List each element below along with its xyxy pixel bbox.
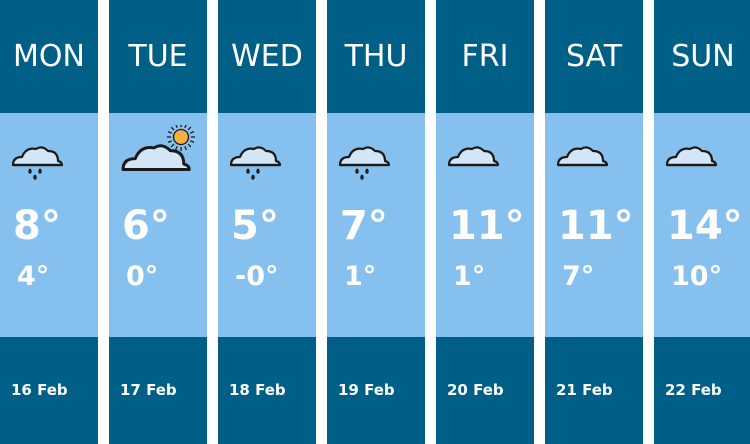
low-temp: 0° [126, 261, 159, 292]
day-column-wed: WED 5° -0° 18 Feb [218, 0, 316, 444]
cloud-rain-icon [337, 135, 392, 185]
date-band: 16 Feb [0, 337, 98, 444]
low-temp: 1° [453, 261, 486, 292]
day-column-thu: THU 7° 1° 19 Feb [327, 0, 425, 444]
date-band: 21 Feb [545, 337, 643, 444]
day-name: WED [218, 0, 316, 113]
low-temp: 10° [671, 261, 723, 292]
date-band: 17 Feb [109, 337, 207, 444]
day-column-fri: FRI 11° 1° 20 Feb [436, 0, 534, 444]
day-name: FRI [436, 0, 534, 113]
day-column-sat: SAT 11° 7° 21 Feb [545, 0, 643, 444]
day-name: SAT [545, 0, 643, 113]
date-label: 21 Feb [556, 381, 613, 399]
cloud-rain-icon [228, 135, 283, 185]
low-temp: 4° [17, 261, 50, 292]
date-label: 22 Feb [665, 381, 722, 399]
low-temp: 1° [344, 261, 377, 292]
high-temp: 11° [449, 203, 525, 249]
cloud-icon [664, 135, 719, 185]
high-temp: 14° [667, 203, 743, 249]
date-band: 20 Feb [436, 337, 534, 444]
high-temp: 6° [122, 203, 170, 249]
day-name: SUN [654, 0, 750, 113]
date-label: 20 Feb [447, 381, 504, 399]
date-band: 22 Feb [654, 337, 750, 444]
day-name: THU [327, 0, 425, 113]
forecast-panel: 8° 4° [0, 113, 98, 337]
forecast-panel: 5° -0° [218, 113, 316, 337]
high-temp: 8° [13, 203, 61, 249]
forecast-panel: 6° 0° [109, 113, 207, 337]
forecast-panel: 11° 1° [436, 113, 534, 337]
date-band: 19 Feb [327, 337, 425, 444]
day-column-mon: MON 8° 4° 16 Feb [0, 0, 98, 444]
forecast-panel: 7° 1° [327, 113, 425, 337]
day-column-sun: SUN 14° 10° 22 Feb [654, 0, 750, 444]
forecast-panel: 11° 7° [545, 113, 643, 337]
date-label: 17 Feb [120, 381, 177, 399]
date-label: 18 Feb [229, 381, 286, 399]
cloud-rain-icon [10, 135, 65, 185]
day-column-tue: TUE 6° 0° 17 Feb [109, 0, 207, 444]
low-temp: 7° [562, 261, 595, 292]
high-temp: 7° [340, 203, 388, 249]
cloud-icon [555, 135, 610, 185]
high-temp: 5° [231, 203, 279, 249]
day-name: MON [0, 0, 98, 113]
low-temp: -0° [235, 261, 279, 292]
cloud-sun-icon [119, 123, 199, 179]
date-band: 18 Feb [218, 337, 316, 444]
day-name: TUE [109, 0, 207, 113]
date-label: 16 Feb [11, 381, 68, 399]
cloud-icon [446, 135, 501, 185]
date-label: 19 Feb [338, 381, 395, 399]
forecast-panel: 14° 10° [654, 113, 750, 337]
high-temp: 11° [558, 203, 634, 249]
